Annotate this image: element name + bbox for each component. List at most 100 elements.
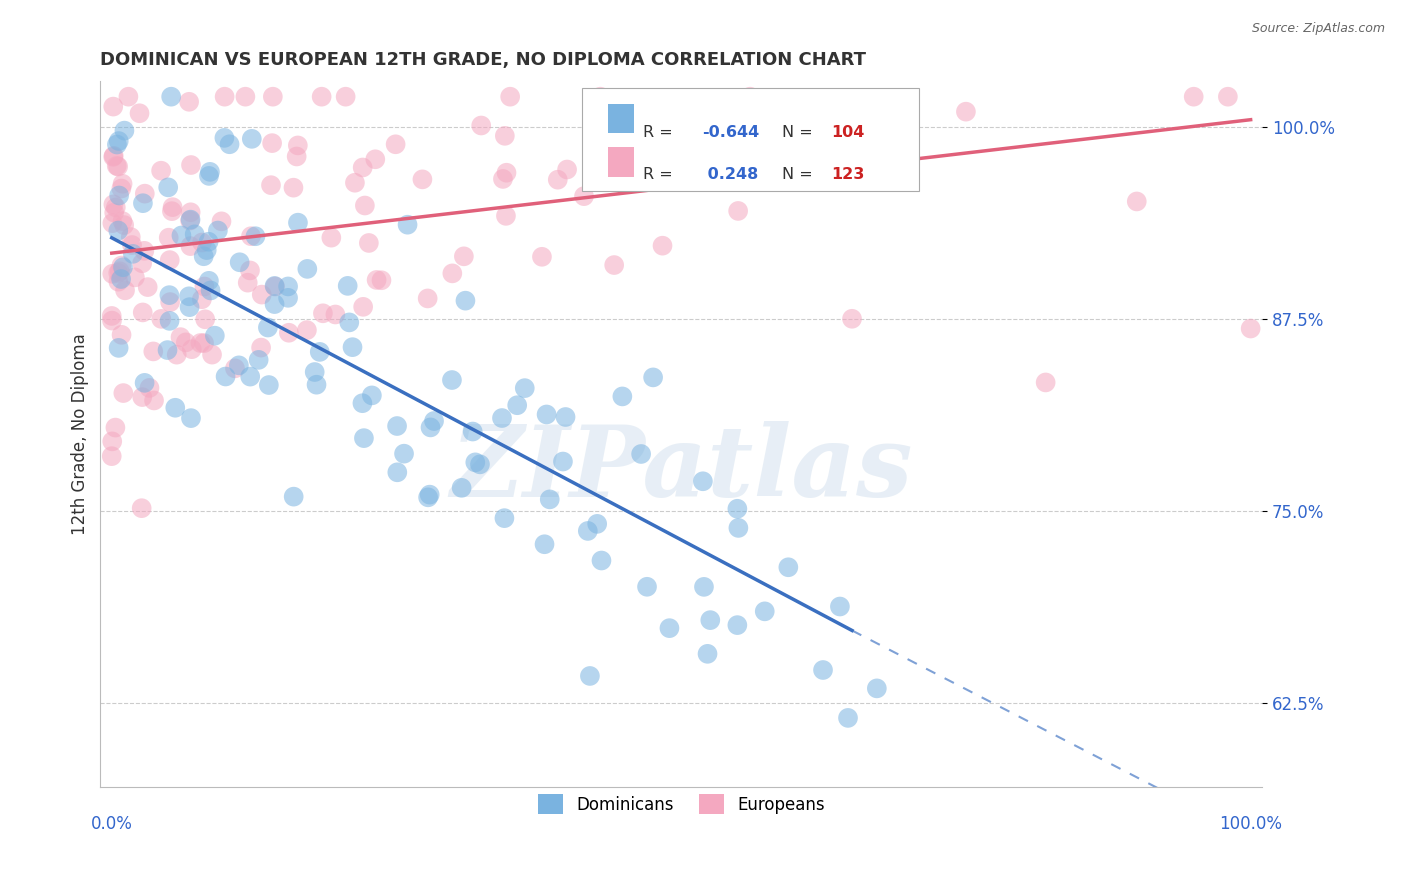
Point [321,230,343,244]
Point [866,681,889,696]
Point [198,274,221,288]
Point [370,273,392,287]
Point [136,280,159,294]
Point [277,326,299,340]
Point [236,276,259,290]
Point [194,312,217,326]
Point [245,229,267,244]
Point [207,223,229,237]
Point [101,313,124,327]
Point [1182,89,1205,103]
Point [811,663,834,677]
Point [180,205,202,219]
Point [103,197,125,211]
Point [143,393,166,408]
Point [312,306,335,320]
Text: 0.0%: 0.0% [91,815,132,833]
Point [101,434,124,449]
Point [612,389,634,403]
Point [107,223,129,237]
Point [419,420,441,434]
Point [283,180,305,194]
Point [499,89,522,103]
Text: N =: N = [782,168,818,182]
Point [554,409,576,424]
Point [131,390,153,404]
Point [419,488,441,502]
Point [572,189,595,203]
Point [470,119,492,133]
Point [174,335,197,350]
Point [263,297,285,311]
Point [636,580,658,594]
Point [1126,194,1149,209]
Point [468,458,491,472]
Point [157,230,180,244]
Text: N =: N = [782,125,818,139]
Point [336,278,359,293]
Point [103,99,125,113]
Point [218,137,240,152]
Point [198,165,221,179]
Point [387,465,409,479]
Point [589,89,612,103]
Point [335,89,357,103]
Point [658,621,681,635]
Point [440,373,463,387]
Point [134,244,156,258]
Point [651,238,673,252]
Point [108,188,131,202]
Point [107,266,129,280]
Point [157,180,180,194]
Point [547,172,569,186]
Point [128,106,150,120]
Point [170,228,193,243]
Point [491,411,513,425]
Point [353,431,375,445]
Point [257,378,280,392]
Point [285,149,308,163]
Point [643,370,665,384]
Point [200,284,222,298]
Point [754,604,776,618]
Point [461,425,484,439]
Point [308,344,330,359]
Point [337,315,360,329]
Point [352,161,374,175]
Point [104,201,127,215]
Text: DOMINICAN VS EUROPEAN 12TH GRADE, NO DIPLOMA CORRELATION CHART: DOMINICAN VS EUROPEAN 12TH GRADE, NO DIP… [100,51,866,69]
Point [198,169,221,183]
Point [352,300,374,314]
Point [110,327,132,342]
Point [156,343,179,357]
Point [262,89,284,103]
Point [555,162,578,177]
Point [179,95,201,109]
Point [311,89,333,103]
Point [131,256,153,270]
Point [727,203,749,218]
Point [837,711,859,725]
Point [1216,89,1239,103]
FancyBboxPatch shape [607,103,634,134]
Point [197,235,219,249]
Point [121,238,143,252]
Text: -0.644: -0.644 [702,125,759,139]
Point [361,388,384,402]
Point [180,342,202,356]
Point [150,163,173,178]
Point [277,279,299,293]
Point [513,381,536,395]
Point [101,267,124,281]
Point [453,249,475,263]
Point [533,537,555,551]
Point [100,309,122,323]
Point [131,501,153,516]
Point [162,200,184,214]
Point [180,158,202,172]
Text: R =: R = [643,125,678,139]
Point [110,181,132,195]
Point [179,300,201,314]
Point [495,166,517,180]
Point [464,455,486,469]
